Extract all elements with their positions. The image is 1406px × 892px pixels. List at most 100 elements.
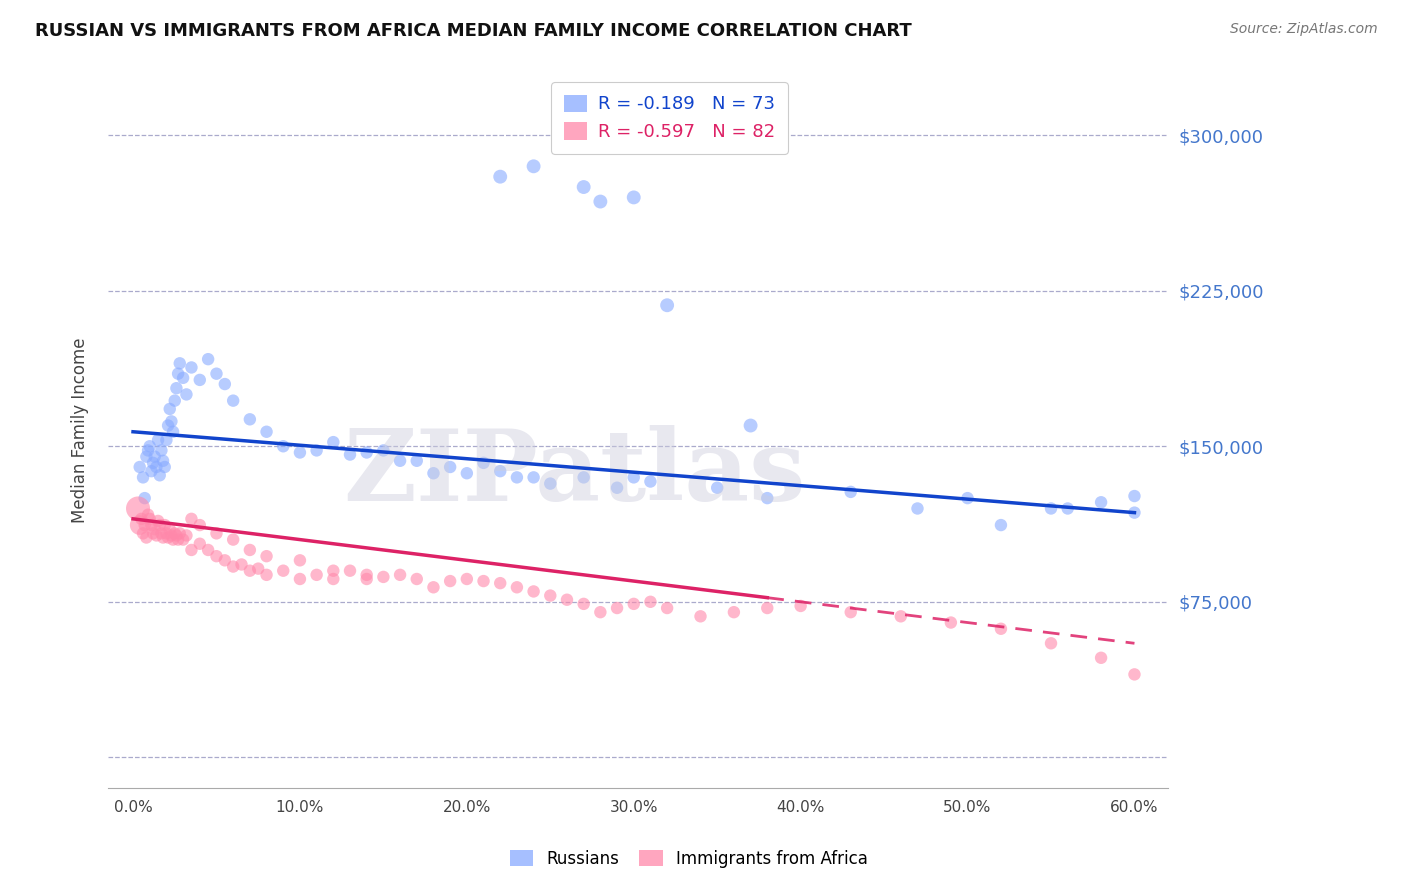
Point [389,454,412,468]
Point [153,518,176,533]
Point [422,580,444,594]
Point [405,454,427,468]
Point [176,387,198,401]
Point [589,605,612,619]
Point [169,526,191,541]
Point [288,572,311,586]
Legend: R = -0.189   N = 73, R = -0.597   N = 82: R = -0.189 N = 73, R = -0.597 N = 82 [551,82,789,154]
Point [555,592,578,607]
Point [146,514,169,528]
Point [197,543,219,558]
Point [180,360,202,375]
Point [138,439,160,453]
Point [356,572,378,586]
Point [143,450,166,464]
Point [155,433,177,447]
Point [305,567,328,582]
Point [1090,495,1112,509]
Point [356,567,378,582]
Point [538,589,561,603]
Point [152,531,174,545]
Point [162,425,184,439]
Point [142,526,165,541]
Point [163,393,186,408]
Point [180,512,202,526]
Point [159,401,181,416]
Point [152,454,174,468]
Point [1123,506,1146,520]
Point [188,537,211,551]
Point [271,439,294,453]
Point [356,445,378,459]
Point [239,564,262,578]
Point [572,470,595,484]
Point [339,448,361,462]
Point [288,553,311,567]
Point [740,418,762,433]
Legend: Russians, Immigrants from Africa: Russians, Immigrants from Africa [503,844,875,875]
Text: ZIPatlas: ZIPatlas [343,425,806,522]
Point [127,501,149,516]
Point [153,460,176,475]
Point [990,518,1012,533]
Point [271,564,294,578]
Point [222,559,245,574]
Point [165,381,187,395]
Point [256,425,278,439]
Point [169,356,191,370]
Point [160,528,183,542]
Point [756,491,779,505]
Point [141,464,163,478]
Point [689,609,711,624]
Point [1123,667,1146,681]
Point [606,601,628,615]
Point [389,567,412,582]
Point [489,464,512,478]
Point [572,597,595,611]
Point [1040,501,1063,516]
Point [655,601,678,615]
Point [142,456,165,470]
Point [135,450,157,464]
Point [640,595,662,609]
Point [149,468,172,483]
Point [176,528,198,542]
Point [131,512,153,526]
Point [167,367,190,381]
Point [136,508,159,522]
Point [197,352,219,367]
Point [136,443,159,458]
Point [157,531,180,545]
Point [172,533,194,547]
Point [472,574,495,588]
Point [162,533,184,547]
Point [439,574,461,588]
Point [1040,636,1063,650]
Point [143,522,166,536]
Point [789,599,811,613]
Point [205,367,228,381]
Point [506,470,529,484]
Point [956,491,979,505]
Point [188,373,211,387]
Point [138,512,160,526]
Point [756,601,779,615]
Point [939,615,962,630]
Point [128,460,150,475]
Point [305,443,328,458]
Point [172,371,194,385]
Point [231,558,253,572]
Point [506,580,529,594]
Point [188,518,211,533]
Point [523,159,546,173]
Point [1123,489,1146,503]
Point [523,470,546,484]
Point [180,543,202,558]
Point [149,518,172,533]
Point [839,605,862,619]
Point [907,501,929,516]
Point [239,412,262,426]
Point [247,561,270,575]
Point [606,481,628,495]
Point [706,481,728,495]
